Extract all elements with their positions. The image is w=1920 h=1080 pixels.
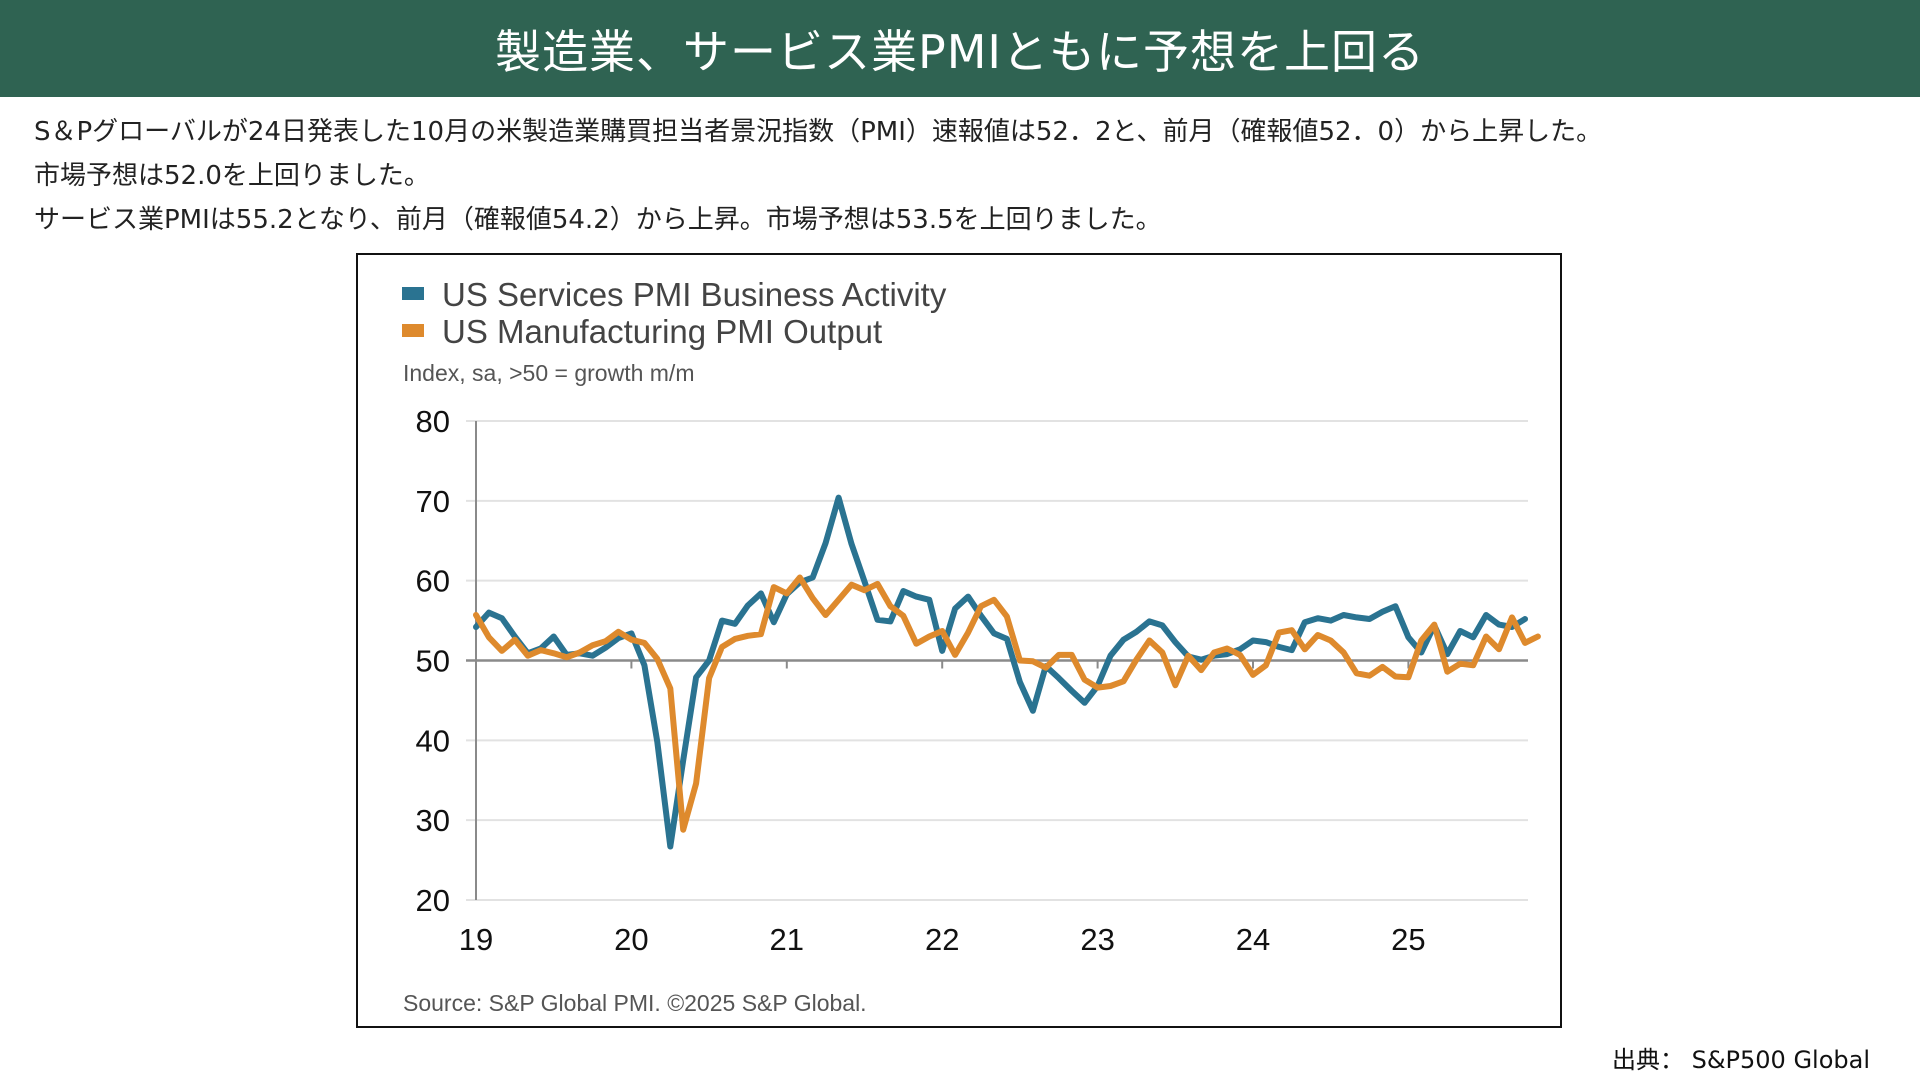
x-tick-label: 23 [1080, 922, 1114, 957]
y-tick-label: 30 [416, 803, 450, 838]
x-tick-label: 22 [925, 922, 959, 957]
legend-swatch-manufacturing [402, 324, 424, 337]
y-tick-label: 60 [416, 564, 450, 599]
legend-swatch-services [402, 287, 424, 300]
y-tick-label: 20 [416, 883, 450, 918]
x-tick-label: 20 [614, 922, 648, 957]
y-tick-label: 80 [416, 404, 450, 439]
x-tick-label: 24 [1236, 922, 1270, 957]
x-axis: 19 20 21 22 23 24 25 [459, 660, 1426, 957]
y-axis: 20 30 40 50 60 70 80 [416, 404, 477, 918]
summary-text: S＆Pグローバルが24日発表した10月の米製造業購買担当者景況指数（PMI）速報… [34, 110, 1894, 242]
legend-label-manufacturing: US Manufacturing PMI Output [442, 313, 882, 350]
summary-line-manufacturing: S＆Pグローバルが24日発表した10月の米製造業購買担当者景況指数（PMI）速報… [34, 117, 1603, 147]
chart-subtitle: Index, sa, >50 = growth m/m [403, 360, 694, 386]
chart-source: Source: S&P Global PMI. ©2025 S&P Global… [403, 990, 867, 1016]
y-tick-label: 70 [416, 484, 450, 519]
pmi-line-chart: US Services PMI Business Activity US Man… [402, 276, 1541, 1016]
x-tick-label: 21 [770, 922, 804, 957]
series-line-services [473, 494, 1528, 850]
y-tick-label: 40 [416, 723, 450, 758]
pmi-chart: US Services PMI Business Activity US Man… [356, 253, 1562, 1028]
chart-series [473, 494, 1541, 850]
chart-grid [466, 420, 1528, 901]
source-credit: 出典： S&P500 Global [1611, 1046, 1870, 1074]
page-title: 製造業、サービス業PMIともに予想を上回る [495, 24, 1425, 79]
x-tick-label: 25 [1391, 922, 1425, 957]
y-tick-label: 50 [416, 644, 450, 679]
legend-label-services: US Services PMI Business Activity [442, 276, 947, 313]
page-header: 製造業、サービス業PMIともに予想を上回る [0, 0, 1920, 97]
series-line-manufacturing [473, 574, 1541, 833]
summary-line-forecast: 市場予想は52.0を上回りました。 [34, 161, 430, 191]
summary-line-services: サービス業PMIは55.2となり、前月（確報値54.2）から上昇。市場予想は53… [34, 205, 1162, 235]
x-tick-label: 19 [459, 922, 493, 957]
chart-legend: US Services PMI Business Activity US Man… [402, 276, 947, 386]
